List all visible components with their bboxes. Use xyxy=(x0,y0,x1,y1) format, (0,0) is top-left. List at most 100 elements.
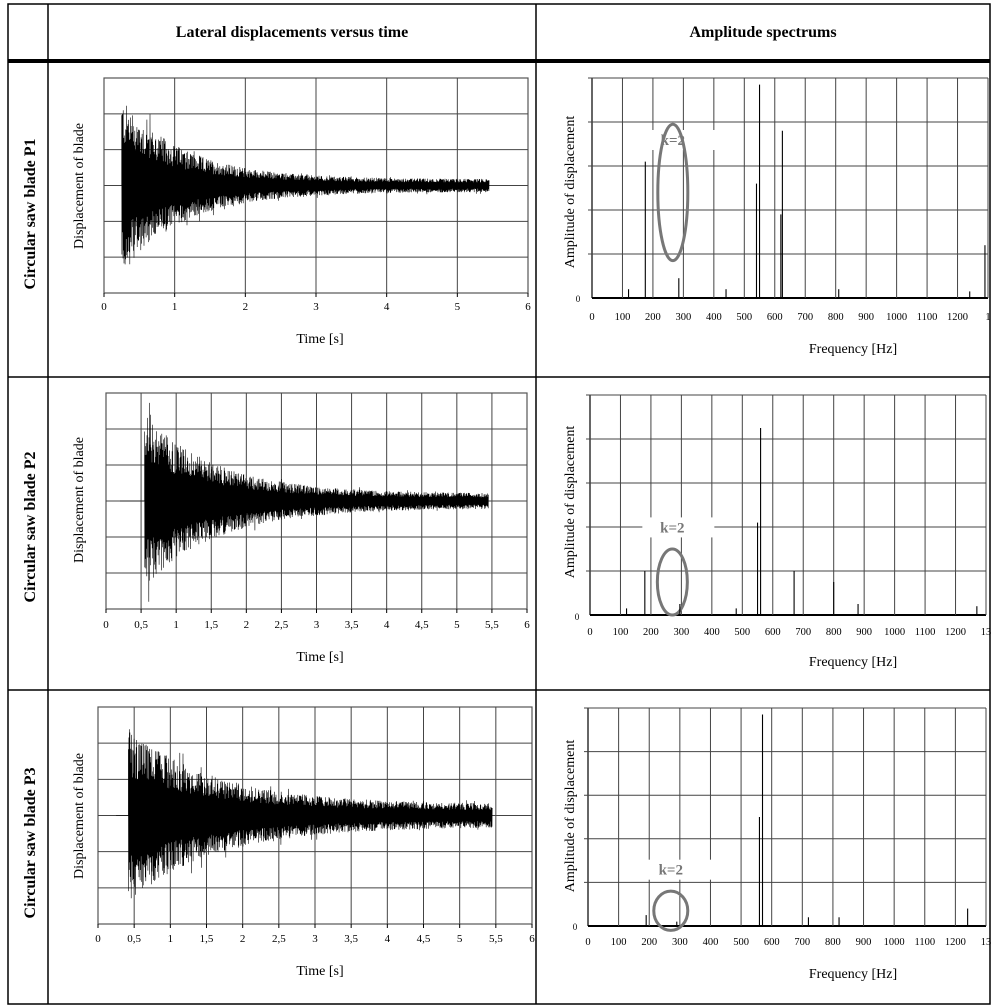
spectrum-tick-label: 1000 xyxy=(886,312,907,323)
spectrum-tick-label: 1200 xyxy=(945,627,966,638)
time-tick-label: 2 xyxy=(244,619,250,631)
plots-layer: 0 1 2 3 4 5 60 100 200 300 400 500 600 700 800 900 1000 1… xyxy=(95,77,992,948)
time-tick-label: 5,5 xyxy=(485,619,499,631)
time-tick-label: 0,5 xyxy=(134,619,148,631)
row-label-p1: Circular saw blade P1 xyxy=(22,139,39,290)
spectrum-tick-label: 100 xyxy=(611,937,627,948)
table-grid xyxy=(7,3,991,1005)
spectrum-y-zero-label: 0 xyxy=(576,294,581,304)
time-tick-label: 1 xyxy=(172,301,178,313)
spectrum-tick-label: 600 xyxy=(765,627,781,638)
time-ylabel-p2: Displacement of blade xyxy=(72,437,87,563)
header-spectrum: Amplitude spectrums xyxy=(689,24,836,41)
time-xlabel-p1: Time [s] xyxy=(296,332,343,347)
spectrum-tick-label: 1100 xyxy=(914,937,935,948)
spectrum-y-zero-label: 0 xyxy=(575,612,580,622)
spectrum-tick-label: 400 xyxy=(704,627,720,638)
spectrum-tick-label: 200 xyxy=(643,627,659,638)
spectrum-tick-label: 100 xyxy=(613,627,629,638)
time-tick-label: 0,5 xyxy=(127,933,141,945)
displacement-signal xyxy=(120,402,489,602)
time-tick-label: 1,5 xyxy=(204,619,218,631)
spectrum-plot-2: 0 100 200 300 400 500 600 700 800 900 1000 1100 1200… xyxy=(575,394,992,638)
spectrum-tick-label: 800 xyxy=(825,937,841,948)
time-tick-label: 2 xyxy=(240,933,246,945)
spectrum-tick-label: 1000 xyxy=(884,627,905,638)
spectrum-tick-label: 400 xyxy=(703,937,719,948)
time-plot-2: 0 0,5 1 1,5 2 2,5 3 3,5 4 4,5 5 5,5 6 xyxy=(103,392,530,631)
spectrum-tick-label: 700 xyxy=(795,627,811,638)
spectrum-tick-label: 200 xyxy=(645,312,661,323)
k2-annotation-ellipse xyxy=(652,889,690,932)
displacement-signal xyxy=(116,729,493,899)
time-tick-label: 1,5 xyxy=(200,933,214,945)
freq-xlabel-p3: Frequency [Hz] xyxy=(809,967,897,982)
spectrum-tick-label: 400 xyxy=(706,312,722,323)
spectrum-tick-label: 800 xyxy=(828,312,844,323)
spectrum-tick-label: 800 xyxy=(826,627,842,638)
time-ylabel-p3: Displacement of blade xyxy=(72,753,87,879)
time-plot-1: 0 1 2 3 4 5 6 xyxy=(101,77,531,313)
time-tick-label: 6 xyxy=(524,619,530,631)
spectrum-tick-label: 500 xyxy=(734,627,750,638)
spectrum-tick-label: 0 xyxy=(587,627,592,638)
spectrum-plot-3: 0 100 200 300 400 500 600 700 800 900 1000 1100 1200… xyxy=(573,707,992,948)
header-displacement: Lateral displacements versus time xyxy=(176,24,408,41)
time-xlabel-p3: Time [s] xyxy=(296,964,343,979)
spectrum-tick-label: 900 xyxy=(858,312,874,323)
k2-annotation-ellipse xyxy=(655,547,689,617)
freq-ylabel-p3: Amplitude of displacement xyxy=(563,740,578,893)
spectrum-tick-label: 1100 xyxy=(915,627,936,638)
k2-annotation-label: k=2 xyxy=(659,863,683,879)
k2-annotation-label: k=2 xyxy=(661,133,685,149)
spectrum-tick-label: 0 xyxy=(585,937,590,948)
time-tick-label: 4 xyxy=(384,301,390,313)
spectrum-tick-label: 13 xyxy=(981,937,992,948)
time-xlabel-p2: Time [s] xyxy=(296,650,343,665)
time-tick-label: 2 xyxy=(243,301,249,313)
spectrum-tick-label: 300 xyxy=(674,627,690,638)
time-tick-label: 0 xyxy=(95,933,101,945)
spectrum-tick-label: 13 xyxy=(981,627,992,638)
k2-label-bg xyxy=(640,859,713,880)
spectrum-tick-label: 100 xyxy=(615,312,631,323)
spectrum-tick-label: 500 xyxy=(733,937,749,948)
time-tick-label: 5 xyxy=(455,301,461,313)
time-tick-label: 6 xyxy=(525,301,531,313)
k2-annotation-ellipse xyxy=(656,122,690,263)
time-tick-label: 3 xyxy=(312,933,318,945)
row-label-p3: Circular saw blade P3 xyxy=(22,768,39,919)
time-tick-label: 2,5 xyxy=(272,933,286,945)
time-tick-label: 4 xyxy=(385,933,391,945)
spectrum-tick-label: 1 xyxy=(985,312,990,323)
spectrum-y-zero-label: 0 xyxy=(573,922,578,932)
time-tick-label: 5,5 xyxy=(489,933,503,945)
spectrum-tick-label: 700 xyxy=(797,312,813,323)
time-tick-label: 1 xyxy=(168,933,174,945)
time-tick-label: 2,5 xyxy=(275,619,289,631)
spectrum-tick-label: 500 xyxy=(736,312,752,323)
time-plot-3: 0 0,5 1 1,5 2 2,5 3 3,5 4 4,5 5 5,5 6 xyxy=(95,706,535,945)
table-border xyxy=(7,3,991,1005)
spectrum-tick-label: 900 xyxy=(856,627,872,638)
time-tick-label: 3 xyxy=(313,301,319,313)
freq-xlabel-p1: Frequency [Hz] xyxy=(809,342,897,357)
spectrum-tick-label: 300 xyxy=(672,937,688,948)
time-tick-label: 0 xyxy=(103,619,109,631)
spectrum-tick-label: 700 xyxy=(794,937,810,948)
k2-label-bg xyxy=(642,517,715,538)
spectrum-tick-label: 200 xyxy=(641,937,657,948)
spectrum-tick-label: 1200 xyxy=(945,937,966,948)
time-tick-label: 0 xyxy=(101,301,107,313)
spectrum-tick-label: 600 xyxy=(767,312,783,323)
time-ylabel-p1: Displacement of blade xyxy=(72,123,87,249)
spectrum-tick-label: 1200 xyxy=(947,312,968,323)
time-tick-label: 4 xyxy=(384,619,390,631)
spectrum-tick-label: 300 xyxy=(676,312,692,323)
spectrum-tick-label: 600 xyxy=(764,937,780,948)
time-tick-label: 4,5 xyxy=(415,619,429,631)
displacement-signal xyxy=(121,105,490,265)
time-tick-label: 3,5 xyxy=(344,933,358,945)
freq-ylabel-p1: Amplitude of displacement xyxy=(563,116,578,269)
